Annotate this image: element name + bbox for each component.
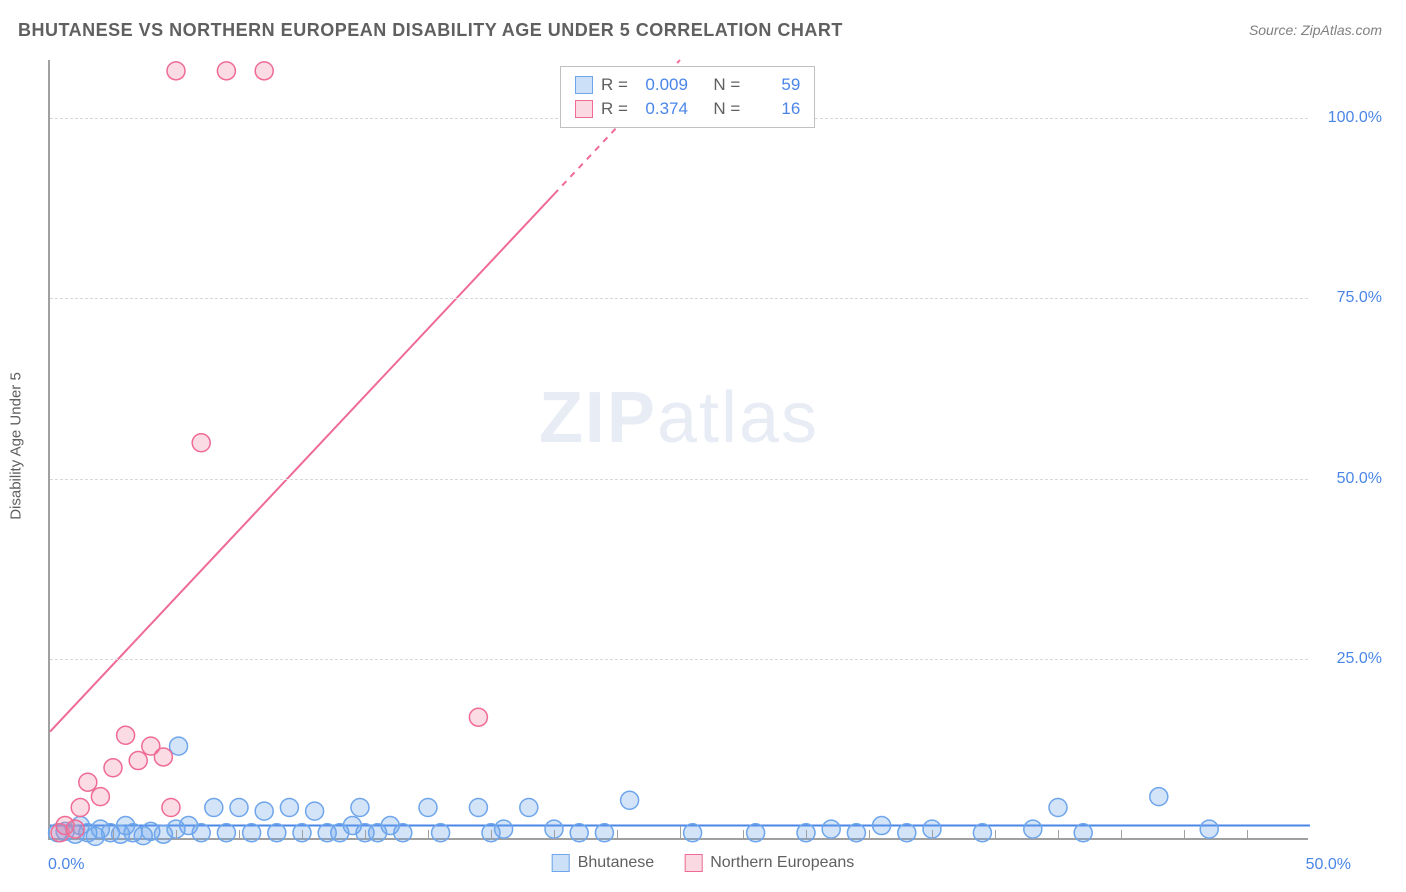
x-tick	[302, 830, 303, 840]
x-tick	[869, 830, 870, 840]
chart-title: BHUTANESE VS NORTHERN EUROPEAN DISABILIT…	[18, 20, 843, 41]
legend-item-bhutanese: Bhutanese	[552, 854, 655, 872]
y-axis-label: 50.0%	[1337, 470, 1382, 488]
x-axis-max-label: 50.0%	[1306, 856, 1351, 874]
r-value-blue: 0.009	[636, 73, 688, 97]
chart-svg	[50, 60, 1310, 840]
y-axis-label: 100.0%	[1328, 109, 1382, 127]
source-attribution: Source: ZipAtlas.com	[1249, 22, 1382, 38]
x-tick	[743, 830, 744, 840]
x-tick	[932, 830, 933, 840]
x-tick	[995, 830, 996, 840]
x-tick	[1121, 830, 1122, 840]
r-value-pink: 0.374	[636, 97, 688, 121]
x-tick	[428, 830, 429, 840]
y-axis-label: 25.0%	[1337, 650, 1382, 668]
swatch-pink	[575, 100, 593, 118]
x-tick	[554, 830, 555, 840]
gridline	[50, 659, 1308, 660]
series-legend: Bhutanese Northern Europeans	[552, 854, 855, 872]
n-value-pink: 16	[748, 97, 800, 121]
y-axis-title: Disability Age Under 5	[8, 372, 25, 520]
x-tick	[365, 830, 366, 840]
gridline	[50, 479, 1308, 480]
swatch-blue-icon	[552, 854, 570, 872]
chart-plot-area: ZIPatlas	[48, 60, 1308, 840]
x-tick	[806, 830, 807, 840]
gridline	[50, 298, 1308, 299]
legend-row-northern-european: R = 0.374 N = 16	[575, 97, 800, 121]
x-tick	[491, 830, 492, 840]
x-tick	[1247, 830, 1248, 840]
x-tick	[617, 830, 618, 840]
legend-label-northern-europeans: Northern Europeans	[710, 854, 854, 872]
y-axis-label: 75.0%	[1337, 289, 1382, 307]
x-tick	[680, 826, 681, 840]
legend-row-bhutanese: R = 0.009 N = 59	[575, 73, 800, 97]
x-tick	[176, 830, 177, 840]
legend-label-bhutanese: Bhutanese	[578, 854, 655, 872]
x-tick	[1184, 830, 1185, 840]
swatch-pink-icon	[684, 854, 702, 872]
legend-item-northern-europeans: Northern Europeans	[684, 854, 854, 872]
n-value-blue: 59	[748, 73, 800, 97]
swatch-blue	[575, 76, 593, 94]
x-axis-min-label: 0.0%	[48, 856, 84, 874]
correlation-legend: R = 0.009 N = 59 R = 0.374 N = 16	[560, 66, 815, 128]
x-tick	[1058, 830, 1059, 840]
x-tick	[239, 830, 240, 840]
x-tick	[113, 830, 114, 840]
